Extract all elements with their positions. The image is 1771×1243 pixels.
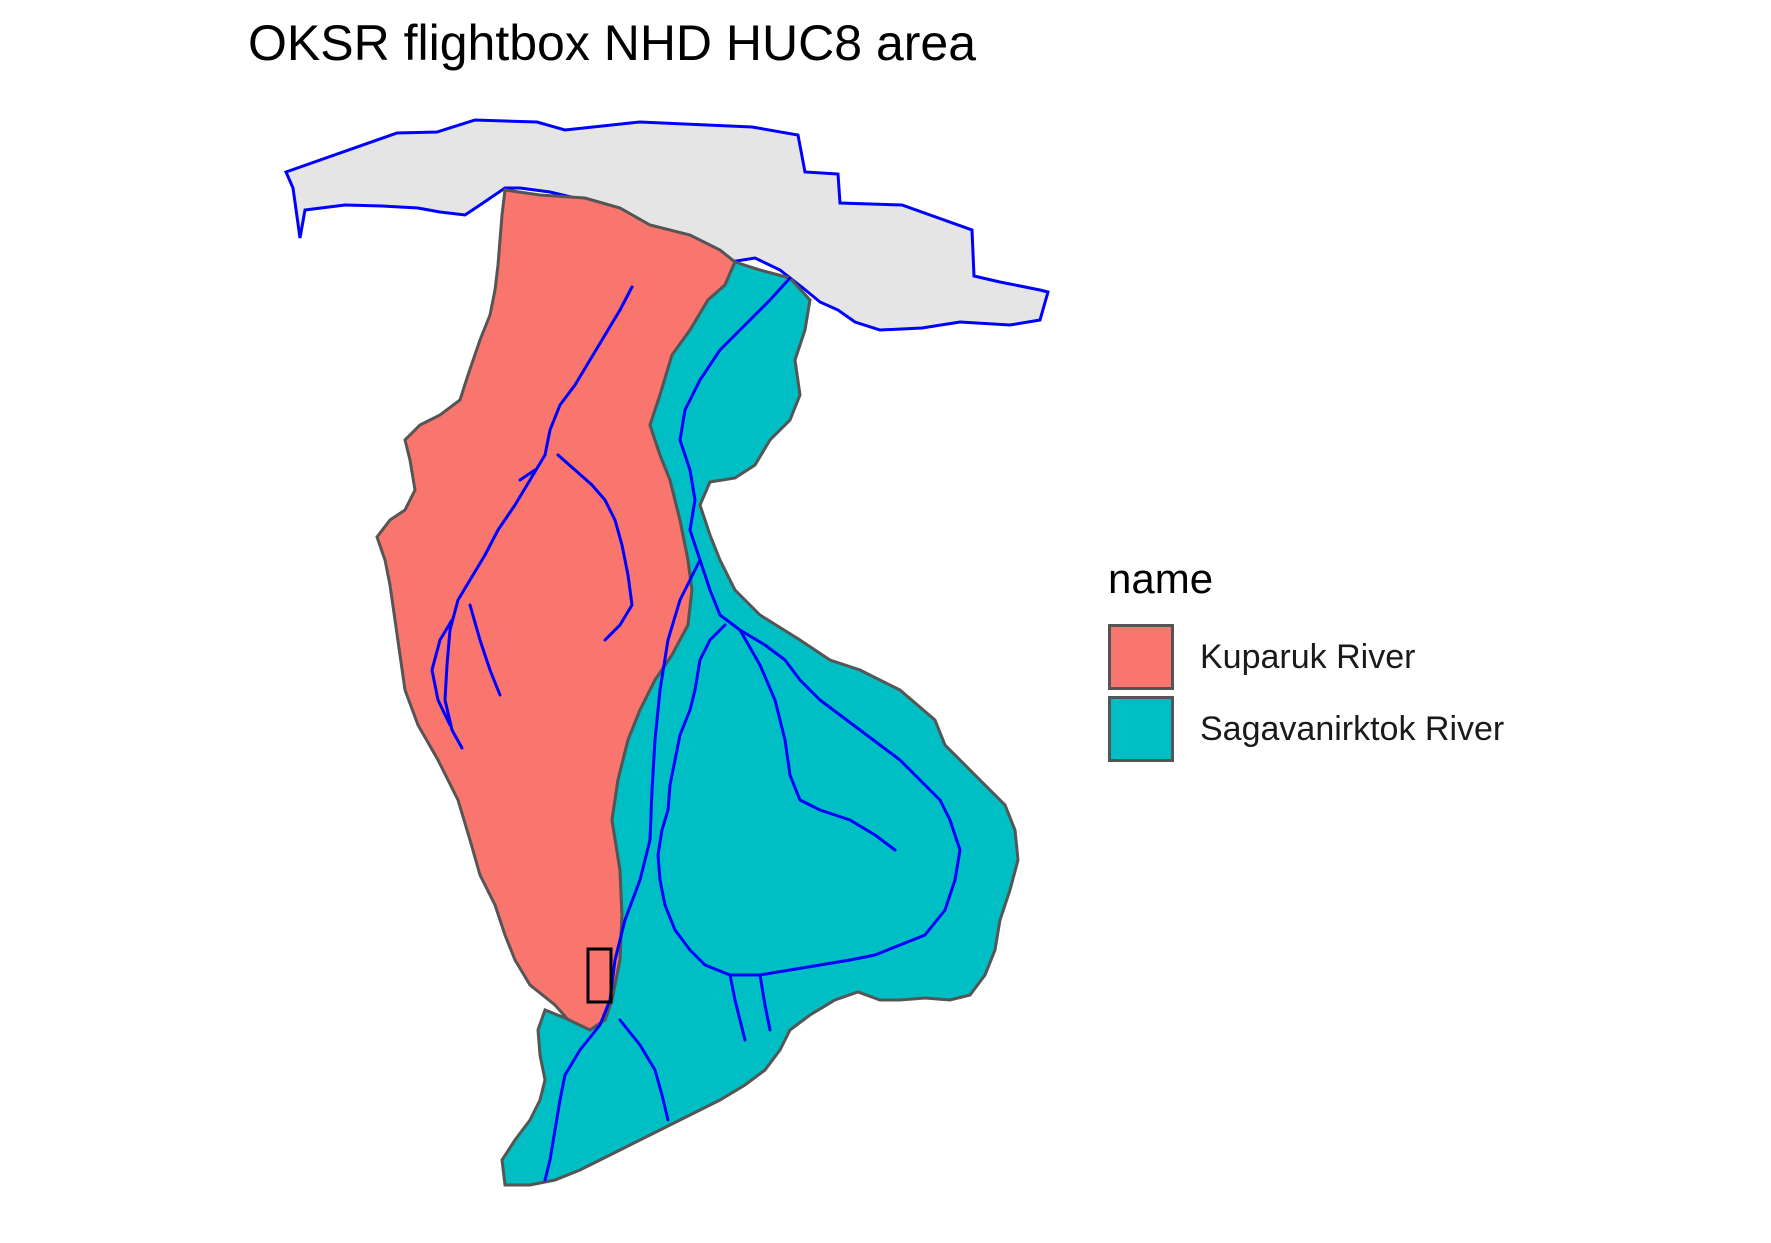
legend-item-sagavanirktok: Sagavanirktok River [1108, 693, 1504, 765]
legend: name Kuparuk River Sagavanirktok River [1108, 555, 1504, 765]
legend-label-sagavanirktok: Sagavanirktok River [1200, 709, 1505, 748]
north-coast-area [283, 118, 1050, 332]
kuparuk-flowlines [430, 285, 634, 750]
flightbox-outline [586, 947, 613, 1004]
sagavanirktok-flowlines [543, 276, 962, 1182]
legend-key-sagavanirktok [1108, 696, 1174, 762]
legend-key-kuparuk [1108, 624, 1174, 690]
sagavanirktok-river-area [500, 260, 1020, 1187]
legend-title: name [1108, 555, 1214, 602]
legend-label-kuparuk: Kuparuk River [1200, 637, 1416, 676]
map-title: OKSR flightbox NHD HUC8 area [248, 15, 977, 71]
legend-item-kuparuk: Kuparuk River [1108, 621, 1504, 693]
